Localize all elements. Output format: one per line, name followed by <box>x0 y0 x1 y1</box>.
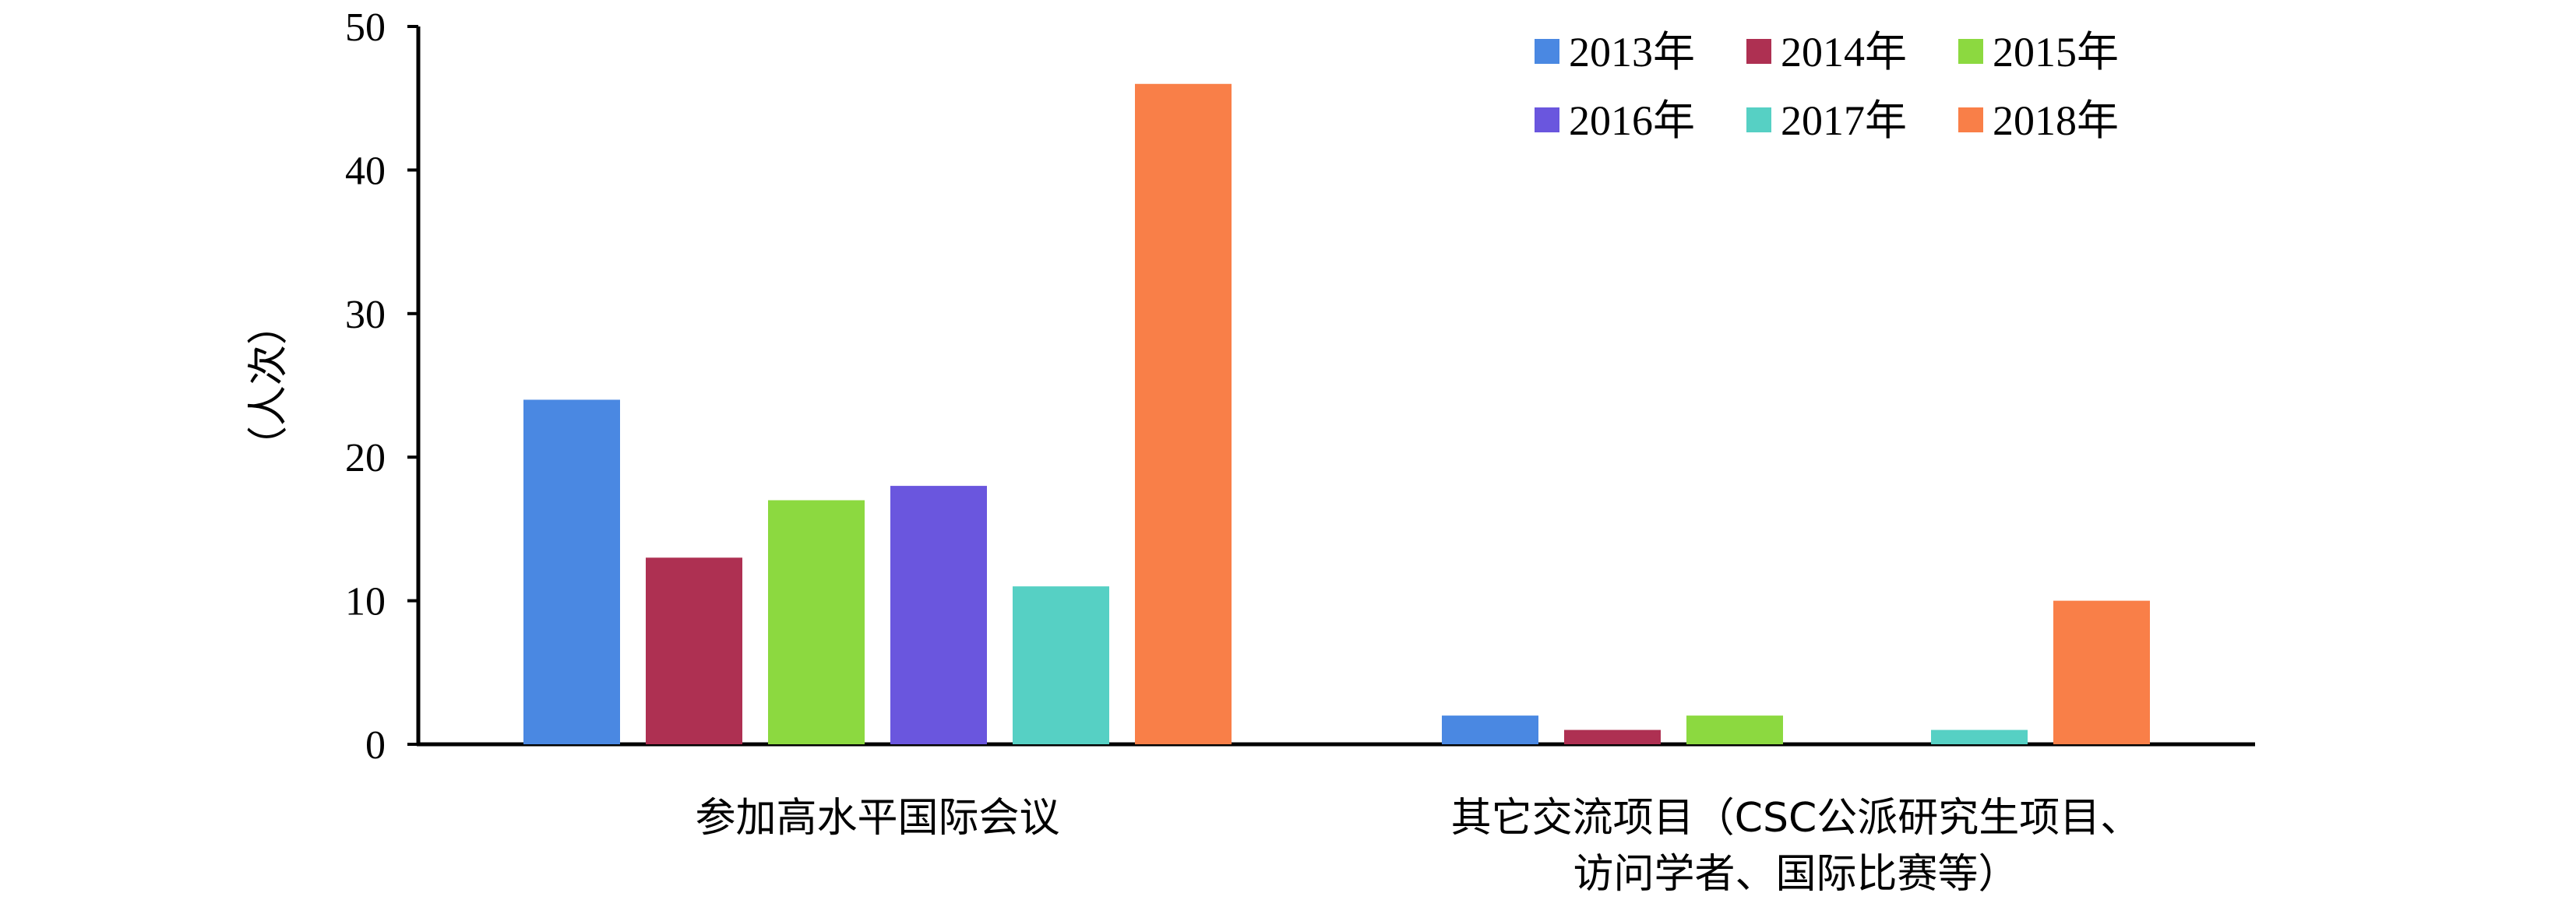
y-tick-label: 20 <box>345 436 386 480</box>
bar-2-1 <box>1442 715 1538 744</box>
x-category-label: 访问学者、国际比赛等） <box>1573 851 2018 898</box>
bar-1-4 <box>890 486 987 744</box>
bar-1-6 <box>1135 83 1232 744</box>
bar-2-3 <box>1686 715 1783 744</box>
legend-swatch-6 <box>1958 107 1983 132</box>
legend-label-4: 2016年 <box>1569 97 1695 144</box>
legend-label-3: 2015年 <box>1993 29 2119 76</box>
y-tick-label: 40 <box>345 149 386 193</box>
bar-1-2 <box>646 557 742 744</box>
x-category-label: 参加高水平国际会议 <box>695 795 1059 842</box>
y-tick-label: 10 <box>345 580 386 624</box>
y-axis-label: （人次） <box>245 304 292 466</box>
legend-swatch-4 <box>1535 107 1559 132</box>
legend-swatch-3 <box>1958 39 1983 64</box>
x-category-label: 其它交流项目（CSC公派研究生项目、 <box>1451 795 2141 842</box>
bar-2-5 <box>1931 729 2028 744</box>
bar-2-6 <box>2053 600 2150 744</box>
bar-1-1 <box>523 399 620 744</box>
y-tick-label: 50 <box>345 5 386 50</box>
y-tick-label: 0 <box>365 723 386 768</box>
legend-label-6: 2018年 <box>1993 97 2119 144</box>
bar-1-5 <box>1013 586 1109 744</box>
legend-label-2: 2014年 <box>1781 29 1907 76</box>
legend-swatch-1 <box>1535 39 1559 64</box>
bar-1-3 <box>768 500 865 744</box>
legend-swatch-5 <box>1746 107 1771 132</box>
bar-2-2 <box>1564 729 1661 744</box>
y-tick-label: 30 <box>345 293 386 337</box>
legend-label-5: 2017年 <box>1781 97 1907 144</box>
legend-swatch-2 <box>1746 39 1771 64</box>
legend-label-1: 2013年 <box>1569 29 1695 76</box>
